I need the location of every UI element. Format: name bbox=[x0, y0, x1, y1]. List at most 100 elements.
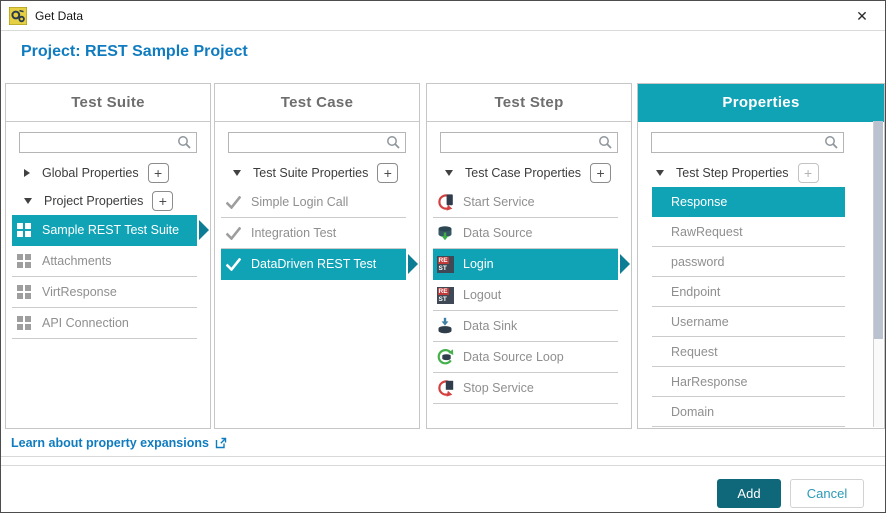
test-suite-search bbox=[19, 132, 197, 153]
test-suite-icon bbox=[15, 223, 33, 237]
test-suite-item-label: Sample REST Test Suite bbox=[42, 223, 180, 237]
close-icon[interactable]: ✕ bbox=[851, 5, 873, 27]
test-step-item[interactable]: Stop Service bbox=[433, 373, 618, 404]
checkmark-icon bbox=[224, 226, 242, 240]
checkmark-icon bbox=[224, 195, 242, 209]
chevron-down-icon[interactable] bbox=[24, 198, 32, 204]
group-label: Project Properties bbox=[44, 194, 144, 208]
property-item-label: Domain bbox=[671, 404, 715, 419]
property-item-label: Endpoint bbox=[671, 284, 721, 299]
property-item-label: Request bbox=[671, 344, 718, 359]
test-suite-item[interactable]: Attachments bbox=[12, 246, 197, 277]
test-suite-column-header: Test Suite bbox=[6, 84, 210, 122]
test-suite-item[interactable]: API Connection bbox=[12, 308, 197, 339]
test-step-item[interactable]: Start Service bbox=[433, 187, 618, 218]
add-property-button[interactable]: + bbox=[152, 191, 174, 211]
property-item[interactable]: RawRequest bbox=[652, 217, 845, 247]
selected-arrow-icon bbox=[408, 254, 418, 274]
divider bbox=[1, 456, 885, 457]
test-suite-icon bbox=[15, 316, 33, 330]
properties-search-input[interactable] bbox=[651, 132, 844, 153]
group-project-properties[interactable]: Project Properties + bbox=[6, 187, 210, 215]
chevron-down-icon[interactable] bbox=[445, 170, 453, 176]
divider bbox=[1, 465, 885, 466]
test-case-item[interactable]: Simple Login Call bbox=[221, 187, 406, 218]
test-suite-icon bbox=[15, 285, 33, 299]
test-step-column: Test Step Test Case Properties + Start S… bbox=[426, 83, 632, 429]
test-suite-search-input[interactable] bbox=[19, 132, 197, 153]
group-test-step-properties[interactable]: Test Step Properties + bbox=[638, 159, 884, 187]
test-step-item[interactable]: Data Source Loop bbox=[433, 342, 618, 373]
add-property-button[interactable]: + bbox=[377, 163, 399, 183]
test-suite-item[interactable]: VirtResponse bbox=[12, 277, 197, 308]
page-title: Project: REST Sample Project bbox=[21, 43, 248, 60]
test-step-search bbox=[440, 132, 618, 153]
test-step-item-label: Login bbox=[463, 257, 494, 271]
add-property-button[interactable]: + bbox=[147, 163, 169, 183]
property-item-label: Response bbox=[671, 194, 728, 209]
property-item-label: Username bbox=[671, 314, 729, 329]
rest-request-icon: RE ST bbox=[436, 286, 454, 304]
test-step-item-label: Data Source Loop bbox=[463, 350, 564, 364]
properties-column: Properties Test Step Properties + Respon… bbox=[637, 83, 885, 429]
test-suite-item-selected[interactable]: Sample REST Test Suite bbox=[12, 215, 209, 246]
test-step-search-input[interactable] bbox=[440, 132, 618, 153]
external-link-icon bbox=[215, 437, 227, 449]
data-source-icon bbox=[436, 224, 454, 242]
test-step-item[interactable]: RE ST Logout bbox=[433, 280, 618, 311]
selected-arrow-icon bbox=[199, 220, 209, 240]
start-service-icon bbox=[436, 193, 454, 211]
app-logo-icon bbox=[9, 6, 27, 25]
test-suite-item-label: Attachments bbox=[42, 254, 112, 268]
group-test-case-properties[interactable]: Test Case Properties + bbox=[427, 159, 631, 187]
property-item-label: RawRequest bbox=[671, 224, 743, 239]
test-step-item-label: Data Source bbox=[463, 226, 533, 240]
group-test-suite-properties[interactable]: Test Suite Properties + bbox=[215, 159, 419, 187]
test-step-item-label: Data Sink bbox=[463, 319, 518, 333]
add-property-button[interactable]: + bbox=[797, 163, 819, 183]
group-label: Test Case Properties bbox=[465, 166, 582, 180]
stop-service-icon bbox=[436, 379, 454, 397]
cancel-button[interactable]: Cancel bbox=[790, 479, 864, 508]
property-item[interactable]: Domain bbox=[652, 397, 845, 427]
scrollbar[interactable] bbox=[873, 121, 883, 427]
chevron-down-icon[interactable] bbox=[656, 170, 664, 176]
test-step-item-label: Logout bbox=[463, 288, 502, 302]
property-expansions-link[interactable]: Learn about property expansions bbox=[11, 436, 227, 450]
property-item-selected[interactable]: Response bbox=[652, 187, 845, 217]
test-step-item-label: Stop Service bbox=[463, 381, 534, 395]
group-global-properties[interactable]: Global Properties + bbox=[6, 159, 210, 187]
property-item[interactable]: Request bbox=[652, 337, 845, 367]
rest-request-icon: RE ST bbox=[436, 255, 454, 273]
test-case-search-input[interactable] bbox=[228, 132, 406, 153]
property-item[interactable]: Endpoint bbox=[652, 277, 845, 307]
add-button[interactable]: Add bbox=[717, 479, 781, 508]
test-suite-item-label: API Connection bbox=[42, 316, 129, 330]
test-suite-icon bbox=[15, 254, 33, 268]
test-step-item[interactable]: Data Sink bbox=[433, 311, 618, 342]
test-case-item-label: DataDriven REST Test bbox=[251, 257, 377, 271]
test-step-item-selected[interactable]: RE ST Login bbox=[433, 249, 630, 280]
property-item[interactable]: password bbox=[652, 247, 845, 277]
test-step-item[interactable]: Data Source bbox=[433, 218, 618, 249]
data-source-loop-icon bbox=[436, 348, 454, 366]
test-case-item[interactable]: Integration Test bbox=[221, 218, 406, 249]
test-case-item-selected[interactable]: DataDriven REST Test bbox=[221, 249, 418, 280]
test-case-column: Test Case Test Suite Properties + Simple… bbox=[214, 83, 420, 429]
add-property-button[interactable]: + bbox=[590, 163, 612, 183]
test-suite-item-label: VirtResponse bbox=[42, 285, 117, 299]
group-label: Global Properties bbox=[42, 166, 139, 180]
scrollbar-thumb[interactable] bbox=[874, 121, 883, 339]
property-item-label: HarResponse bbox=[671, 374, 748, 389]
chevron-right-icon[interactable] bbox=[24, 169, 30, 177]
chevron-down-icon[interactable] bbox=[233, 170, 241, 176]
selected-arrow-icon bbox=[620, 254, 630, 274]
window-title: Get Data bbox=[35, 8, 84, 23]
link-label: Learn about property expansions bbox=[11, 436, 209, 450]
test-step-column-header: Test Step bbox=[427, 84, 631, 122]
test-case-item-label: Integration Test bbox=[251, 226, 337, 240]
property-item-label: password bbox=[671, 254, 725, 269]
property-item[interactable]: HarResponse bbox=[652, 367, 845, 397]
property-item[interactable]: Username bbox=[652, 307, 845, 337]
